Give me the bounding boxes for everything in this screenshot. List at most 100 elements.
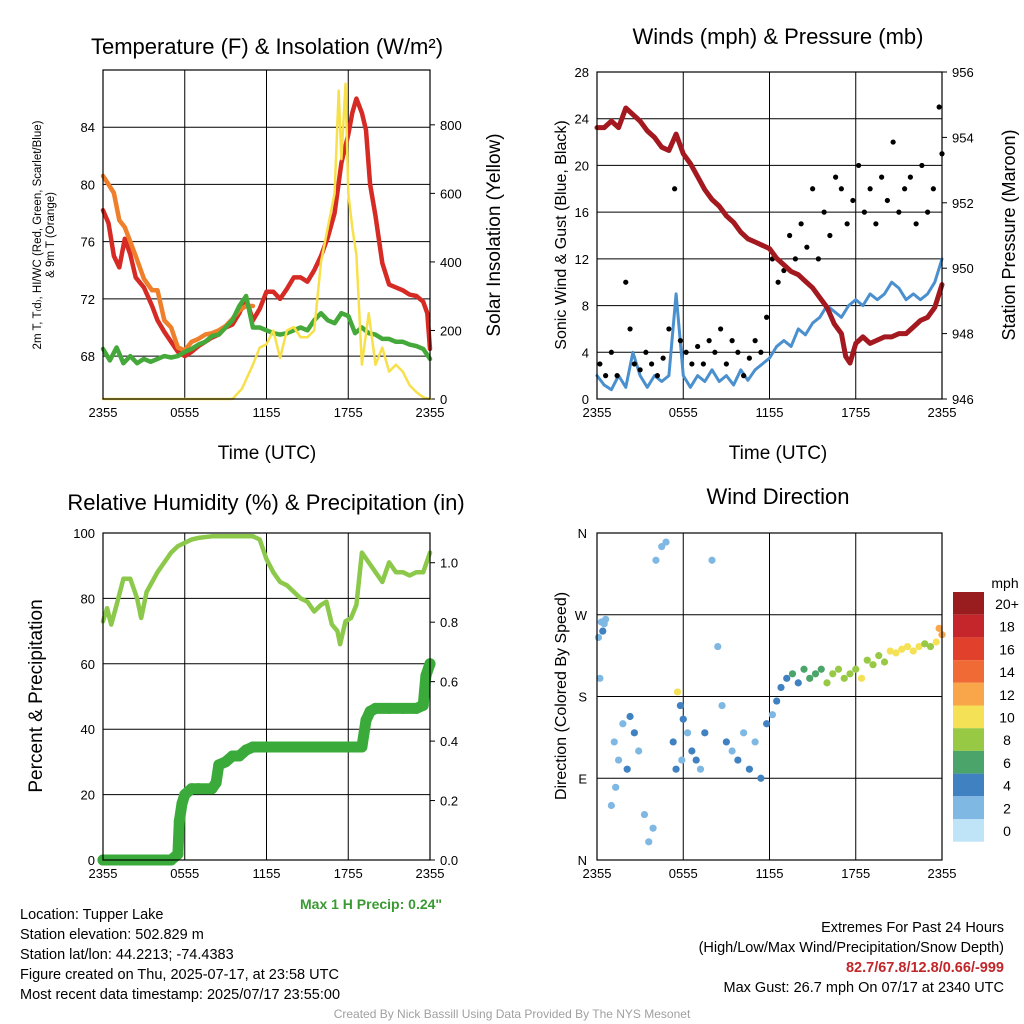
direction-point	[892, 649, 900, 657]
x-tick-label: 2355	[583, 866, 612, 881]
direction-point	[777, 683, 785, 692]
wind-ylabel-left: Sonic Wind & Gust (Blue, Black)	[553, 120, 570, 349]
precip-point	[247, 741, 259, 753]
y-tick-label: 68	[81, 349, 95, 364]
direction-point	[800, 665, 808, 673]
legend-label: 16	[999, 641, 1015, 657]
y2-tick-label: 0	[440, 392, 447, 407]
legend-swatch	[953, 682, 984, 706]
gust-point	[873, 221, 879, 227]
legend-label: 6	[1003, 755, 1011, 771]
speed-legend: 20+ 18 16 14 12 10 8 6 4 2 0	[953, 592, 1019, 842]
max-precip-label: Max 1 H Precip: 0.24"	[300, 896, 443, 912]
direction-point	[811, 670, 820, 678]
x-tick-label: 2355	[583, 405, 612, 420]
direction-point	[649, 824, 657, 832]
plot-border	[102, 532, 431, 861]
x-tick-label: 2355	[416, 405, 445, 420]
dir-title: Wind Direction	[706, 484, 849, 509]
temperature-panel: 2355 0555 1155 1755 2355 68 72 76 80 84 0 200 400 600…	[81, 69, 462, 420]
direction-point	[596, 674, 604, 682]
direction-point	[688, 747, 696, 755]
direction-point	[610, 738, 618, 746]
direction-point	[679, 715, 687, 723]
legend-swatch	[953, 705, 984, 729]
gust-point	[752, 338, 758, 344]
direction-point	[612, 783, 620, 791]
legend-label: 10	[999, 710, 1015, 726]
direction-point	[840, 674, 848, 682]
direction-point	[869, 661, 877, 669]
x-tick-label: 1155	[756, 866, 784, 881]
gust-point	[631, 361, 637, 367]
gust-point	[603, 373, 609, 379]
winds-panel: 2355 0555 1155 1755 235504812162024289469489…	[575, 65, 974, 420]
temp-title: Temperature (F) & Insolation (W/m²)	[91, 34, 443, 59]
direction-point	[846, 670, 854, 678]
direction-point	[783, 674, 791, 682]
direction-point	[863, 656, 871, 664]
gust-point	[758, 349, 764, 355]
legend-swatch	[953, 614, 984, 638]
gust-point	[798, 221, 804, 227]
precip-point	[176, 798, 188, 810]
gust-point	[844, 221, 850, 227]
y-tick-label: 0	[582, 392, 589, 407]
precip-point	[192, 783, 204, 795]
direction-point	[763, 720, 771, 728]
series-line-td	[100, 293, 433, 366]
gust-point	[741, 373, 747, 379]
precip-point	[370, 702, 381, 714]
direction-point	[788, 670, 797, 678]
y-tick-label: 40	[81, 722, 95, 737]
gust-point	[677, 338, 683, 344]
precip-point	[397, 702, 409, 714]
x-tick-label: 1155	[253, 405, 281, 420]
y2-tick-label: 0.0	[440, 853, 458, 868]
direction-point	[669, 738, 677, 746]
legend-swatch	[953, 592, 984, 615]
direction-point	[630, 729, 638, 737]
direction-point	[683, 729, 692, 737]
legend-swatch	[953, 750, 984, 774]
y-tick-label: N	[578, 526, 587, 541]
gust-point	[827, 232, 833, 239]
direction-point	[599, 627, 607, 635]
y-tick-label: W	[575, 608, 588, 623]
x-tick-label: 2355	[89, 405, 118, 420]
station-info: Location: Tupper Lake Station elevation:…	[20, 905, 340, 1005]
direction-point	[903, 642, 912, 651]
direction-point	[594, 633, 603, 642]
legend-swatch	[953, 660, 984, 683]
series-line-rh	[100, 534, 433, 647]
direction-point	[635, 747, 643, 755]
gust-point	[810, 186, 816, 192]
direction-point	[817, 665, 825, 673]
direction-point	[728, 747, 736, 755]
direction-point	[921, 640, 929, 648]
x-tick-label: 2355	[416, 866, 445, 881]
series-line-2m-t	[100, 96, 433, 359]
series-line-pressure	[594, 105, 945, 366]
y-tick-label: 20	[575, 158, 589, 173]
direction-point	[714, 642, 722, 651]
gust-point	[700, 361, 706, 367]
precip-point	[261, 741, 272, 753]
x-tick-label: 2355	[89, 866, 118, 881]
rh-title: Relative Humidity (%) & Precipitation (i…	[67, 490, 464, 515]
y-tick-label: 28	[575, 65, 589, 80]
direction-point	[673, 688, 682, 696]
temp-ylabel-right: Solar Insolation (Yellow)	[484, 133, 505, 336]
direction-point	[696, 765, 705, 773]
gust-point	[643, 349, 649, 355]
gust-point	[867, 186, 873, 192]
gust-point	[861, 209, 867, 215]
legend-swatch	[953, 728, 984, 751]
direction-point	[915, 642, 923, 651]
x-tick-label: 0555	[170, 866, 199, 881]
y-tick-label: 0	[88, 853, 95, 868]
gust-point	[637, 367, 643, 373]
precip-point	[315, 741, 327, 753]
legend-label: 8	[1003, 732, 1011, 748]
